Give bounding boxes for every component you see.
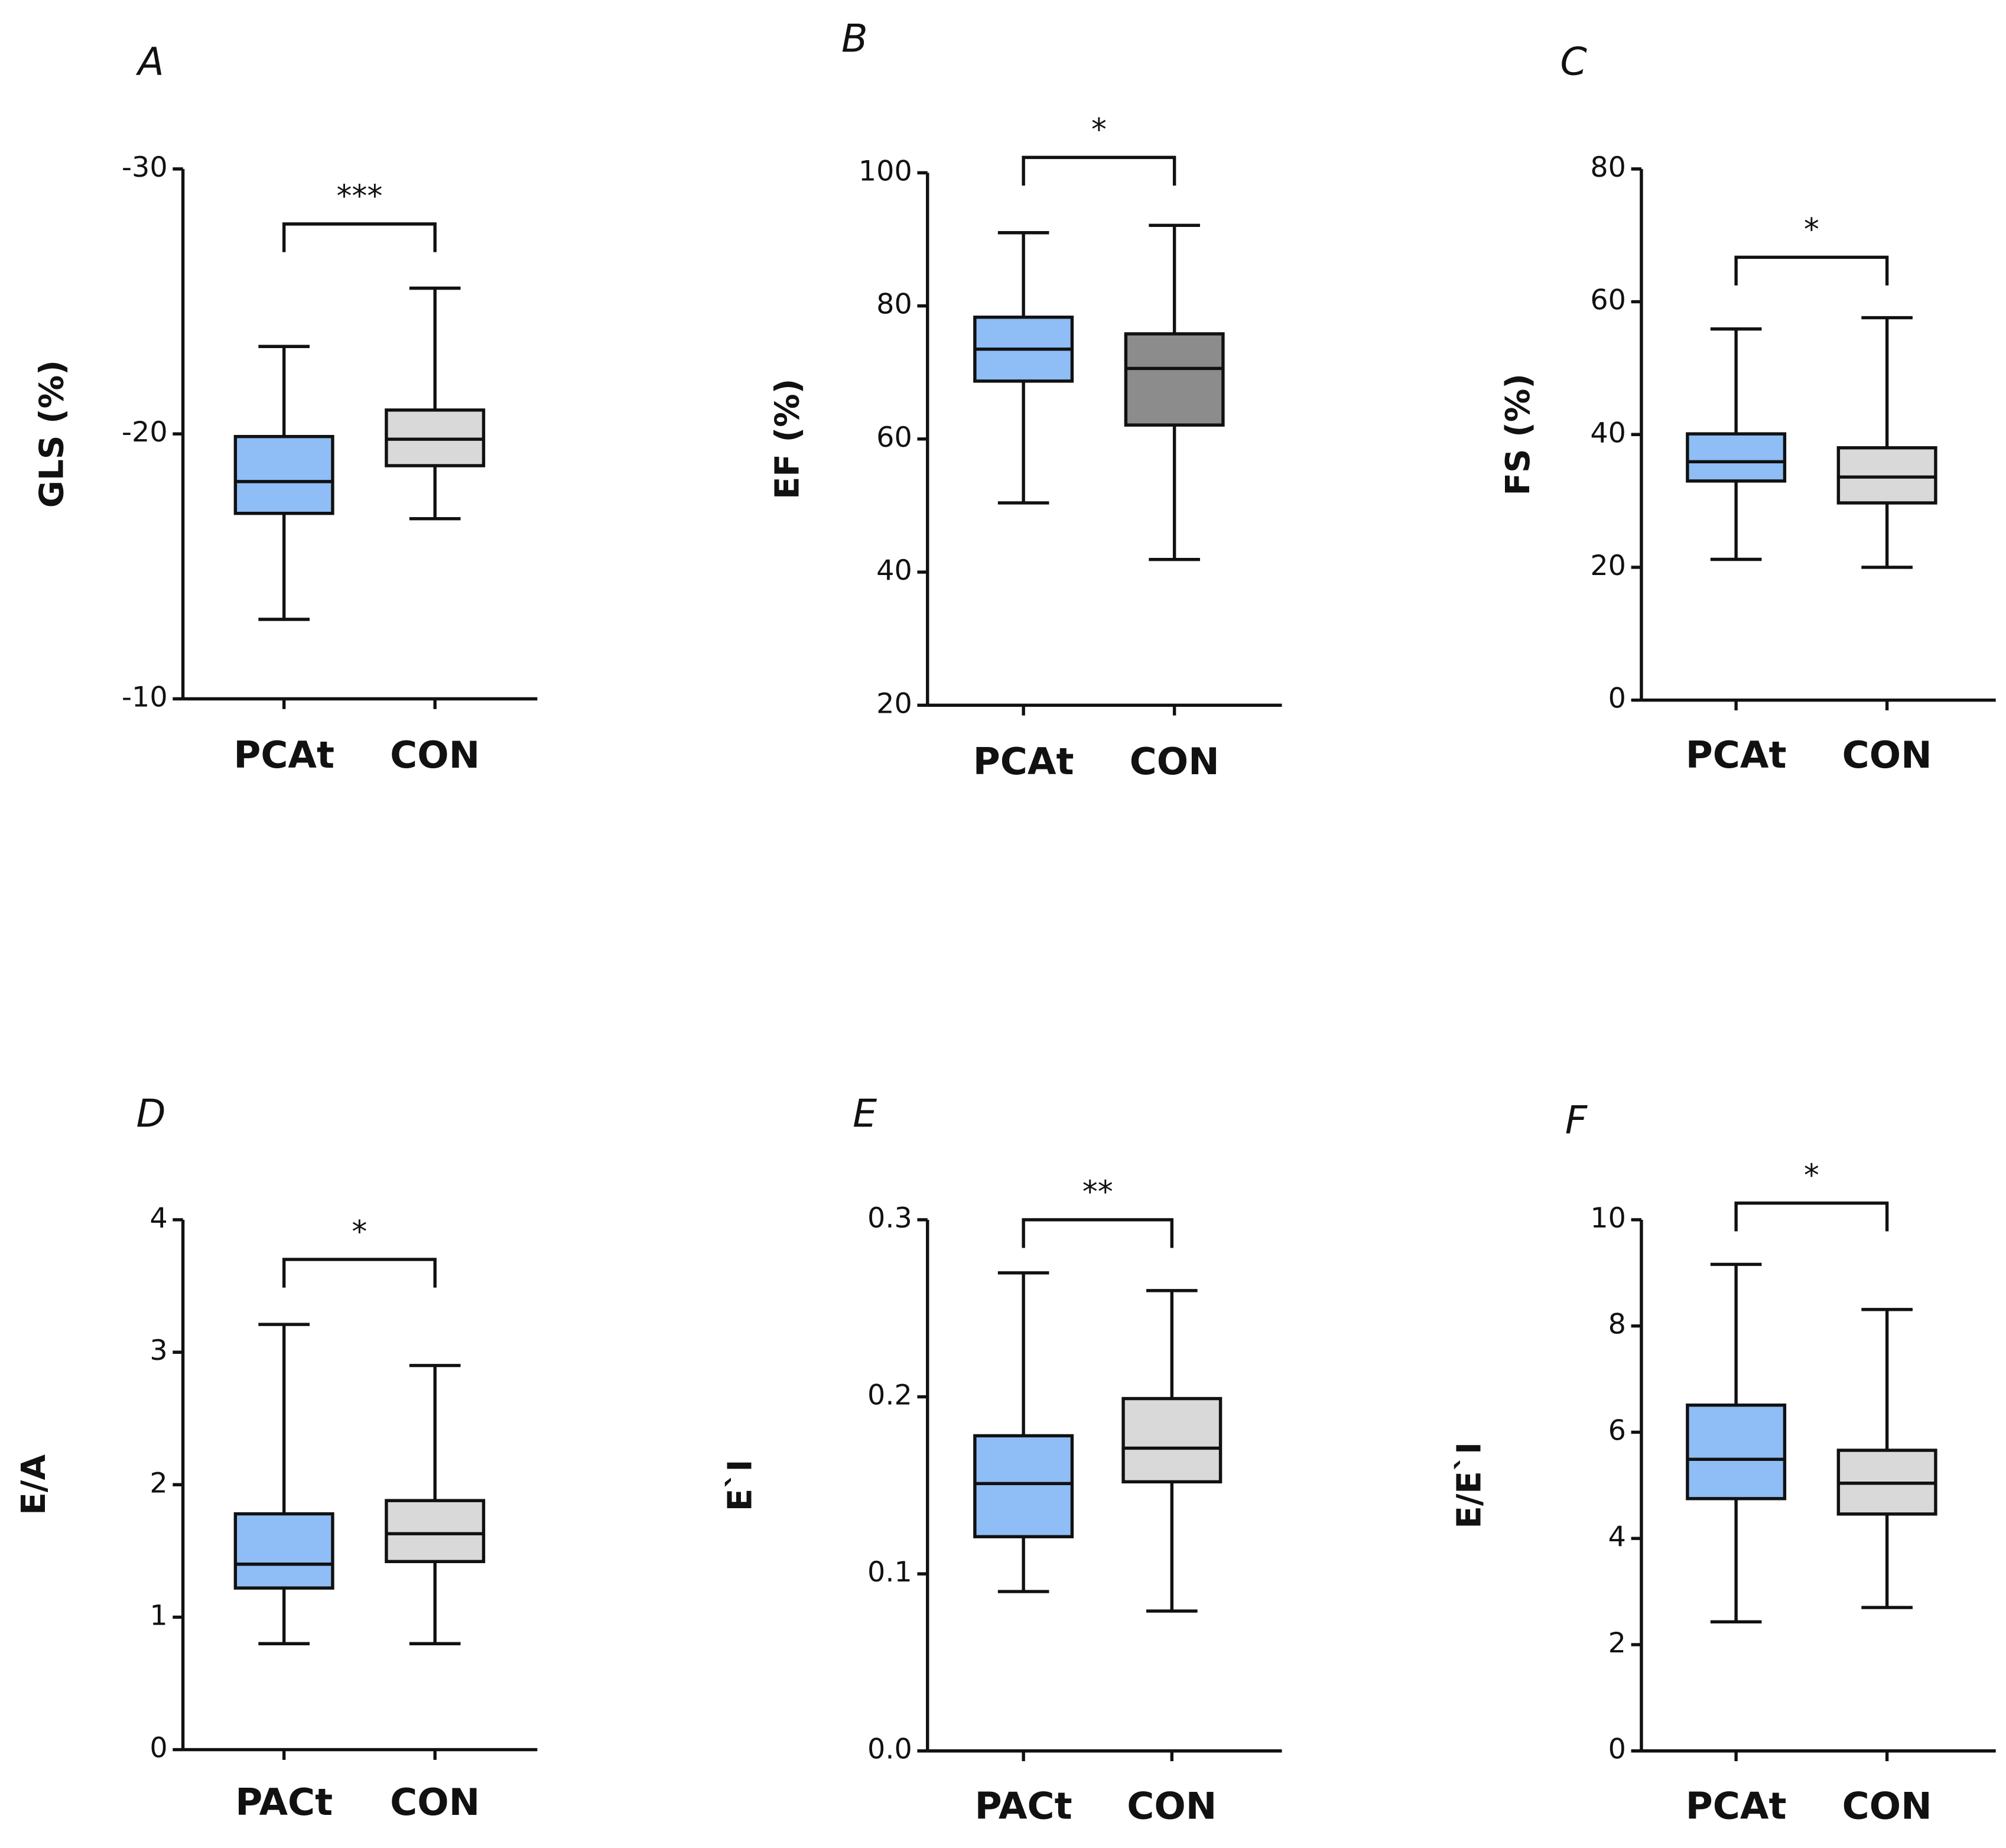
y-axis-label: E`I <box>721 1460 759 1512</box>
y-axis-label: GLS (%) <box>33 360 71 508</box>
box <box>1686 432 1787 483</box>
y-tick-label: 0.0 <box>867 1733 912 1766</box>
y-tick-label: -20 <box>122 416 168 449</box>
box <box>385 1499 486 1563</box>
y-tick-label: 6 <box>1608 1414 1626 1447</box>
significance-label: * <box>352 1214 367 1250</box>
significance-bracket <box>282 222 437 252</box>
y-tick-label: 40 <box>1590 417 1626 449</box>
x-tick-label: PCAt <box>233 733 334 777</box>
y-tick-label: 4 <box>149 1202 167 1235</box>
y-tick-label: 0.1 <box>867 1556 912 1589</box>
panel-label: D <box>136 1092 165 1136</box>
box <box>1836 446 1937 505</box>
box <box>973 1434 1074 1538</box>
y-tick-label: 0.3 <box>867 1202 912 1235</box>
significance-bracket <box>1022 155 1176 186</box>
significance-label: *** <box>336 179 382 215</box>
y-tick-label: 0 <box>149 1732 167 1765</box>
panel-label: F <box>1565 1098 1588 1142</box>
box <box>1686 1403 1787 1501</box>
y-tick-label: 0 <box>1608 1733 1626 1766</box>
box <box>1121 1396 1223 1484</box>
significance-label: ** <box>1082 1175 1113 1210</box>
y-tick-label: 1 <box>149 1599 167 1632</box>
y-tick-label: 4 <box>1608 1521 1626 1553</box>
x-tick-label: PACt <box>975 1784 1072 1827</box>
y-tick-label: 40 <box>876 554 912 587</box>
y-axis-label: E/E`I <box>1451 1442 1489 1529</box>
y-axis-label: EF (%) <box>769 379 807 499</box>
panel-label: C <box>1560 40 1587 84</box>
y-tick-label: 20 <box>876 687 912 720</box>
significance-bracket <box>282 1258 437 1288</box>
y-tick-label: 3 <box>149 1334 167 1367</box>
y-tick-label: 0.2 <box>867 1379 912 1412</box>
significance-bracket <box>1734 255 1889 285</box>
y-tick-label: -30 <box>122 151 168 184</box>
y-tick-label: 2 <box>1608 1627 1626 1659</box>
significance-bracket <box>1022 1218 1174 1248</box>
x-tick-label: CON <box>1842 733 1932 777</box>
y-tick-label: 80 <box>1590 151 1626 184</box>
box <box>1124 332 1225 427</box>
y-tick-label: 60 <box>876 421 912 454</box>
x-tick-label: CON <box>1130 740 1220 783</box>
y-tick-label: 10 <box>1590 1202 1626 1235</box>
y-tick-label: 20 <box>1590 550 1626 582</box>
significance-label: * <box>1804 212 1819 248</box>
y-tick-label: 8 <box>1608 1308 1626 1341</box>
y-tick-label: 0 <box>1608 683 1626 715</box>
significance-bracket <box>1734 1201 1889 1232</box>
y-tick-label: 100 <box>859 155 912 187</box>
significance-label: * <box>1804 1158 1819 1193</box>
x-tick-label: PCAt <box>973 740 1074 783</box>
y-tick-label: 2 <box>149 1467 167 1499</box>
x-tick-label: PCAt <box>1686 1784 1787 1827</box>
box <box>233 434 334 515</box>
panel-label: A <box>135 40 164 84</box>
y-axis-label: E/A <box>15 1454 53 1515</box>
panel-label: E <box>853 1092 877 1136</box>
x-tick-label: PCAt <box>1686 733 1787 777</box>
panel-label: B <box>841 17 868 61</box>
y-tick-label: 60 <box>1590 284 1626 317</box>
x-tick-label: PACt <box>235 1781 333 1824</box>
x-tick-label: CON <box>1127 1784 1217 1827</box>
x-tick-label: CON <box>1842 1784 1932 1827</box>
x-tick-label: CON <box>390 1781 480 1824</box>
y-axis-label: FS (%) <box>1499 374 1537 495</box>
y-tick-label: -10 <box>122 681 168 713</box>
y-tick-label: 80 <box>876 288 912 321</box>
x-tick-label: CON <box>390 733 480 777</box>
significance-label: * <box>1091 112 1107 148</box>
box <box>233 1512 334 1590</box>
